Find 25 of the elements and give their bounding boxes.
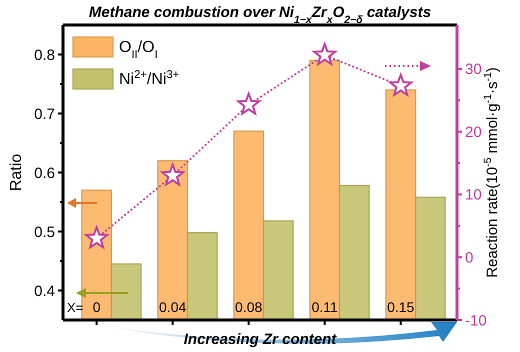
point	[161, 164, 184, 186]
x-axis-title: Increasing Zr content	[184, 331, 338, 348]
y2-tick-label: 30	[465, 61, 482, 78]
y2-tick-label: 10	[465, 186, 482, 204]
x-tick-label: 0.04	[159, 299, 186, 315]
legend-label: Ni$^{2+}$/Ni$^{3+}$	[119, 69, 180, 88]
y-tick-label: 0.4	[34, 282, 55, 300]
point	[237, 92, 260, 115]
point	[313, 43, 336, 66]
x-tick-label: 0.08	[235, 299, 263, 315]
y-tick-label: 0.8	[34, 46, 55, 64]
y-tick-label: 0.5	[34, 224, 55, 241]
y2-tick-label: -10	[465, 312, 487, 330]
x-tick-label: 0.11	[312, 299, 338, 315]
chart-title: Methane combustion over Ni$_{1−x}$Zr$_{x}$O$_{2−δ}$ catalysts	[88, 4, 432, 26]
y2-tick-label: 20	[465, 124, 482, 141]
x-tick-label: 0.15	[387, 299, 415, 315]
y-tick-label: 0.7	[34, 106, 55, 123]
x-tick-label: 0	[92, 299, 101, 315]
point	[85, 226, 108, 248]
legend-label: O$_{II}$/O$_{I}$	[119, 39, 158, 61]
y2-tick-label: 0	[465, 249, 474, 266]
y-axis-title: Ratio	[8, 154, 25, 192]
y-tick-label: 0.6	[34, 164, 55, 182]
point	[389, 74, 412, 96]
